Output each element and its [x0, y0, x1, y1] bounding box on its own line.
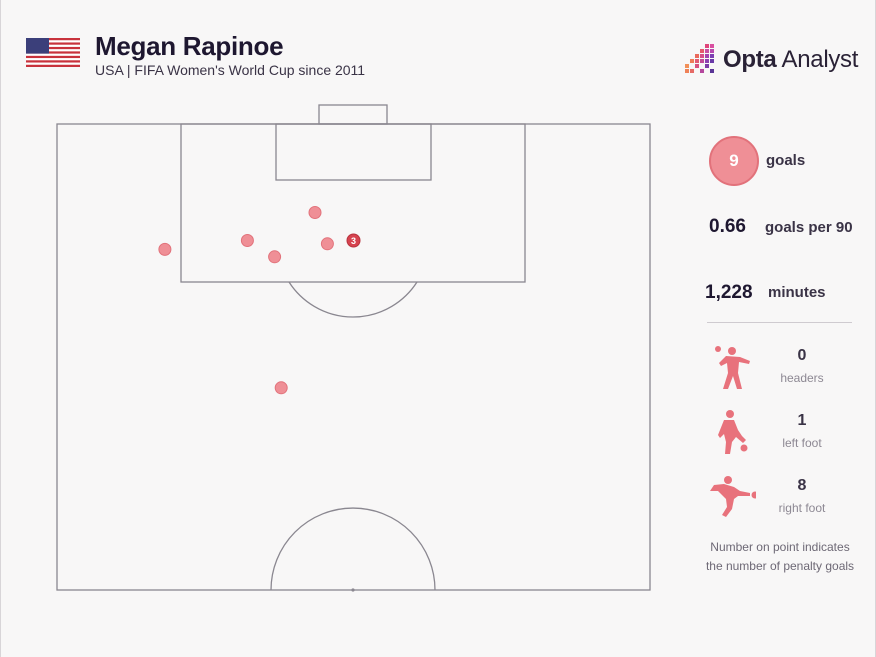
page-subtitle: USA | FIFA Women's World Cup since 2011 — [95, 62, 366, 78]
goal-type-right-foot: 8 right foot — [700, 475, 865, 535]
headers-label: headers — [780, 371, 824, 385]
pitch-chart: 3 — [56, 104, 651, 592]
pitch-outline — [56, 123, 651, 591]
header-player-icon — [715, 346, 750, 389]
right-foot-count: 8 — [797, 477, 807, 494]
penalty-note-line-1: Number on point indicates — [710, 540, 850, 554]
goal-point-5 — [158, 242, 172, 256]
goals-per-90-label: goals per 90 — [765, 219, 853, 236]
goal-point-2 — [240, 234, 254, 247]
goal-point-4 — [320, 237, 334, 251]
left-foot-label: left foot — [782, 436, 822, 450]
penalty-count-label: 3 — [351, 236, 356, 246]
left-foot-player-icon — [718, 410, 748, 454]
opta-analyst-logo: Opta Analyst — [683, 42, 868, 78]
goal-point-7 — [274, 381, 288, 395]
stats-divider — [707, 322, 852, 323]
penalty-note-line-2: the number of penalty goals — [705, 559, 855, 573]
right-foot-player-icon — [710, 476, 756, 517]
goal-type-left-foot: 1 left foot — [700, 410, 865, 470]
opta-pixel-logo-icon — [685, 44, 714, 73]
goal-points-layer: 3 — [158, 206, 361, 395]
right-foot-label: right foot — [778, 501, 826, 515]
goal-frame — [318, 104, 388, 125]
goal-point-6 — [268, 250, 282, 264]
six-yard-box — [275, 123, 432, 181]
goal-point-3 — [346, 233, 361, 248]
page-title: Megan Rapinoe — [95, 31, 284, 61]
goals-label: goals — [766, 152, 806, 169]
penalty-note: Number on point indicates the number of … — [690, 538, 870, 576]
us-flag-icon — [26, 38, 80, 67]
penalty-box — [180, 123, 526, 283]
brand-text: Opta Analyst — [723, 46, 859, 73]
goals-count-badge: 9 — [709, 136, 759, 186]
left-foot-count: 1 — [797, 412, 807, 429]
centre-circle — [270, 507, 436, 591]
minutes-value: 1,228 — [705, 282, 753, 303]
goal-type-headers: 0 headers — [700, 345, 865, 405]
penalty-arc — [288, 281, 418, 318]
goal-point-1 — [308, 206, 322, 219]
centre-spot — [351, 588, 355, 592]
goals-per-90-value: 0.66 — [709, 216, 746, 237]
headers-count: 0 — [797, 347, 807, 364]
minutes-label: minutes — [768, 284, 826, 301]
